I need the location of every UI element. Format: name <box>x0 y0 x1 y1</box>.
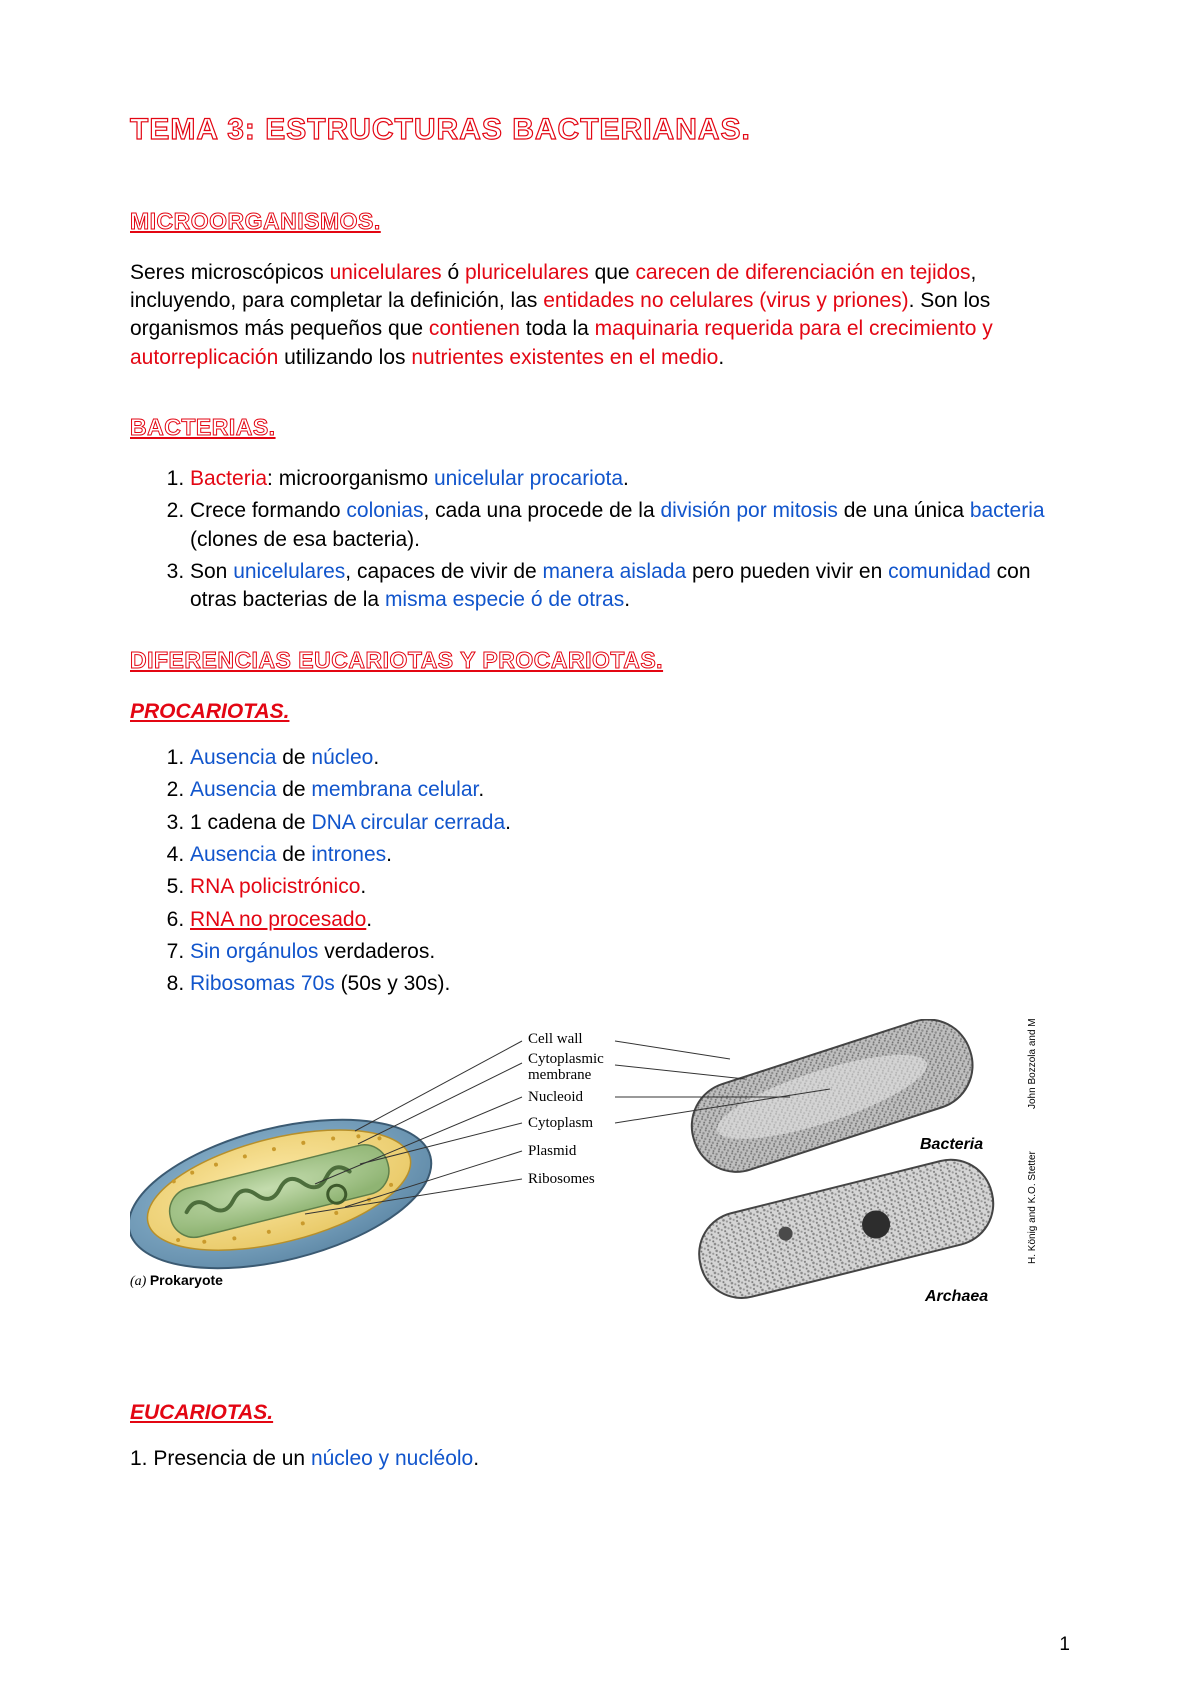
figure-label: Plasmid <box>528 1143 577 1159</box>
keyword: bacteria <box>970 499 1045 522</box>
keyword: Ausencia <box>190 746 276 769</box>
text: Son <box>190 560 233 583</box>
keyword: Ribosomas 70s <box>190 972 335 995</box>
text: . <box>505 811 511 834</box>
section-heading-bacterias: BACTERIAS. <box>130 412 1070 443</box>
keyword: pluricelulares <box>465 261 589 284</box>
section-heading-diferencias: DIFERENCIAS EUCARIOTAS Y PROCARIOTAS. <box>130 645 1070 676</box>
text: que <box>589 261 636 284</box>
text: . <box>386 843 392 866</box>
keyword: Ausencia <box>190 843 276 866</box>
page-title: TEMA 3: ESTRUCTURAS BACTERIANAS. <box>130 110 1070 151</box>
text: . <box>373 746 379 769</box>
keyword: nutrientes existentes en el medio <box>411 346 718 369</box>
text: . <box>623 467 629 490</box>
text: de <box>276 746 311 769</box>
figure-prokaryote: Cell wall Cytoplasmic membrane Nucleoid … <box>130 1019 1070 1319</box>
text: de una única <box>838 499 970 522</box>
text: pero pueden vivir en <box>686 560 888 583</box>
paragraph-microorganismos: Seres microscópicos unicelulares ó pluri… <box>130 259 1070 372</box>
subsection-heading-eucariotas: EUCARIOTAS. <box>130 1399 1070 1427</box>
keyword: misma especie ó de otras <box>385 588 624 611</box>
list-procariotas: Ausencia de núcleo. Ausencia de membrana… <box>190 744 1070 999</box>
subsection-heading-procariotas: PROCARIOTAS. <box>130 698 1070 726</box>
list-item: Son unicelulares, capaces de vivir de ma… <box>190 558 1070 615</box>
figure-caption: (a) Prokaryote <box>130 1271 223 1292</box>
list-item: Ausencia de intrones. <box>190 841 1070 869</box>
list-item: RNA no procesado. <box>190 906 1070 934</box>
keyword: DNA circular cerrada <box>311 811 505 834</box>
figure-label: Nucleoid <box>528 1089 583 1105</box>
list-bacterias: Bacteria: microorganismo unicelular proc… <box>190 465 1070 615</box>
figure-label-bacteria: Bacteria <box>920 1136 983 1153</box>
text: . <box>473 1447 479 1470</box>
list-item: Ausencia de membrana celular. <box>190 776 1070 804</box>
text: 1 cadena de <box>190 811 311 834</box>
list-item: Bacteria: microorganismo unicelular proc… <box>190 465 1070 493</box>
text: 1. Presencia de un <box>130 1447 311 1470</box>
text: . <box>718 346 724 369</box>
keyword: Sin orgánulos <box>190 940 318 963</box>
text: . <box>360 875 366 898</box>
text: verdaderos. <box>318 940 435 963</box>
text: (50s y 30s). <box>335 972 451 995</box>
keyword: entidades no celulares (virus y priones) <box>543 289 908 312</box>
text: de <box>276 843 311 866</box>
list-item: RNA policistrónico. <box>190 873 1070 901</box>
section-heading-microorganismos: MICROORGANISMOS. <box>130 206 1070 237</box>
list-item: Crece formando colonias, cada una proced… <box>190 497 1070 554</box>
keyword: unicelular procariota <box>434 467 623 490</box>
text: de <box>276 778 311 801</box>
text: Seres microscópicos <box>130 261 330 284</box>
text: , cada una procede de la <box>423 499 660 522</box>
figure-label-archaea: Archaea <box>924 1288 988 1305</box>
keyword: unicelulares <box>233 560 345 583</box>
text: . <box>624 588 630 611</box>
text: . <box>366 908 372 931</box>
keyword: unicelulares <box>330 261 442 284</box>
text: . <box>478 778 484 801</box>
keyword: colonias <box>346 499 423 522</box>
caption-bold: Prokaryote <box>150 1272 223 1288</box>
keyword: Bacteria <box>190 467 267 490</box>
keyword: comunidad <box>888 560 991 583</box>
list-item: Ribosomas 70s (50s y 30s). <box>190 970 1070 998</box>
keyword: RNA no procesado <box>190 908 366 931</box>
text: toda la <box>520 317 595 340</box>
keyword: carecen de diferenciación en tejidos <box>635 261 970 284</box>
paragraph-eucariotas: 1. Presencia de un núcleo y nucléolo. <box>130 1445 1070 1473</box>
text: utilizando los <box>278 346 411 369</box>
keyword: núcleo <box>311 746 373 769</box>
text: Crece formando <box>190 499 346 522</box>
figure-label: Ribosomes <box>528 1171 595 1187</box>
keyword: Ausencia <box>190 778 276 801</box>
keyword: RNA policistrónico <box>190 875 360 898</box>
text: ó <box>442 261 465 284</box>
list-item: Ausencia de núcleo. <box>190 744 1070 772</box>
keyword: membrana celular <box>311 778 478 801</box>
figure-label: Cytoplasmic <box>528 1051 604 1067</box>
caption-prefix: (a) <box>130 1274 150 1289</box>
figure-credit-bottom: H. König and K.O. Stetter <box>1027 1150 1038 1264</box>
text: , capaces de vivir de <box>345 560 542 583</box>
keyword: contienen <box>429 317 520 340</box>
keyword: intrones <box>311 843 386 866</box>
figure-credit-top: John Bozzola and M.T. Madigan <box>1027 1019 1038 1109</box>
figure-label: Cytoplasm <box>528 1115 593 1131</box>
prokaryote-diagram-svg: Cell wall Cytoplasmic membrane Nucleoid … <box>130 1019 1070 1319</box>
keyword: división por mitosis <box>660 499 837 522</box>
keyword: núcleo y nucléolo <box>311 1447 473 1470</box>
text: (clones de esa bacteria). <box>190 528 420 551</box>
list-item: Sin orgánulos verdaderos. <box>190 938 1070 966</box>
figure-label: Cell wall <box>528 1031 583 1047</box>
figure-label: membrane <box>528 1067 592 1083</box>
keyword: manera aislada <box>543 560 687 583</box>
page-number: 1 <box>1059 1632 1070 1658</box>
list-item: 1 cadena de DNA circular cerrada. <box>190 809 1070 837</box>
text: : microorganismo <box>267 467 434 490</box>
